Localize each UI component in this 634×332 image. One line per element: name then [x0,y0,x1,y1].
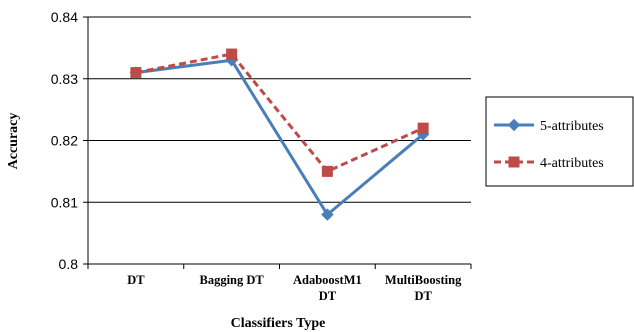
x-tick-label: Bagging DT [199,273,264,287]
legend-marker [508,156,520,168]
data-point [321,208,334,221]
series-layer [129,48,430,221]
data-point [321,165,333,177]
legend-box [485,96,634,187]
axes [87,17,471,265]
y-tick-label: 0.81 [51,194,78,210]
series-5-attributes [129,54,430,221]
legend-marker [507,118,521,132]
legend-label: 5-attributes [540,119,604,134]
x-axis-ticks: DT Bagging DT AdaboostM1 DT MultiBoosting DT [87,264,472,303]
data-point [226,48,238,60]
y-tick-label: 0.8 [59,256,79,272]
gridlines [88,16,471,203]
legend: 5-attributes 4-attributes [485,96,634,187]
legend-label: 4-attributes [540,156,604,171]
y-tick-label: 0.84 [51,9,78,25]
data-point [417,122,429,134]
series-line [135,58,425,217]
y-axis-title: Accuracy [6,113,21,170]
y-axis-ticks: 0.8 0.81 0.82 0.83 0.84 [51,9,88,272]
series-line [135,52,424,173]
series-4-attributes [130,48,429,177]
y-tick-label: 0.82 [51,133,78,149]
x-axis-title: Classifiers Type [231,316,326,331]
data-point [130,67,142,79]
x-tick-label: DT [127,273,145,287]
y-tick-label: 0.83 [51,71,78,87]
x-tick-label: MultiBoosting DT [385,273,462,303]
x-tick-label: AdaboostM1 DT [293,273,362,303]
